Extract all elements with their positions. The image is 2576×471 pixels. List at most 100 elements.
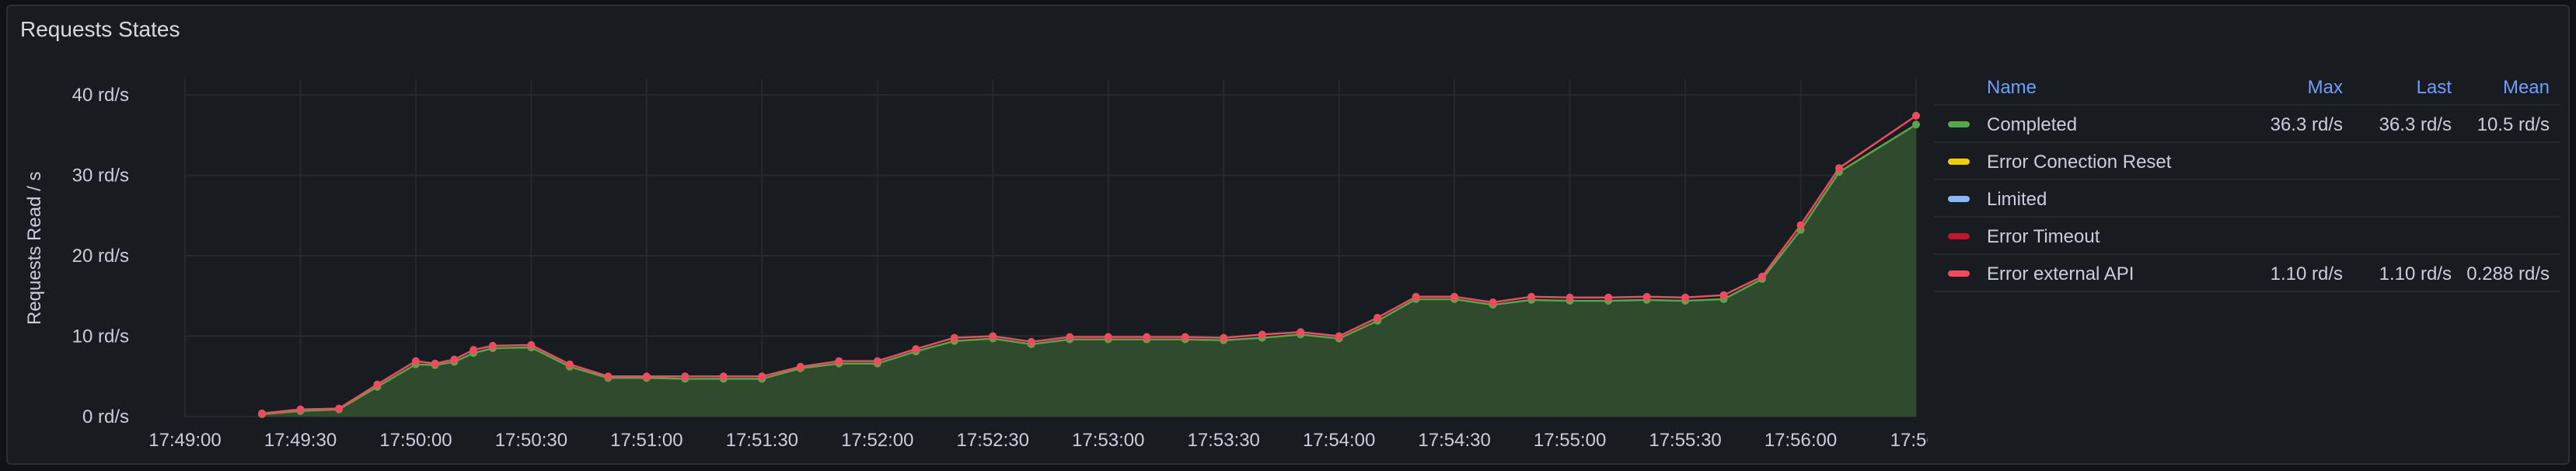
x-tick-label: 17:52:30 <box>957 430 1029 451</box>
legend-swatch-limited <box>1948 196 1970 202</box>
point-error-external-api <box>450 355 459 364</box>
point-error-external-api <box>1104 333 1112 341</box>
point-error-external-api <box>1220 333 1228 342</box>
point-error-external-api <box>989 332 997 340</box>
point-error-external-api <box>335 404 343 413</box>
time-series-chart[interactable]: 0 rd/s 10 rd/s 20 rd/s 30 rd/s 40 rd/s 17:49… <box>8 6 1928 466</box>
point-error-external-api <box>488 341 497 350</box>
x-tick-label: 17:49:30 <box>264 430 337 451</box>
series-points <box>258 111 1920 418</box>
point-error-external-api <box>469 346 478 354</box>
legend-header-last[interactable]: Last <box>2416 77 2452 98</box>
legend-row-error-conection-reset[interactable]: Error Conection Reset <box>1934 143 2560 180</box>
point-error-external-api <box>642 372 651 381</box>
legend-header-mean[interactable]: Mean <box>2502 77 2550 98</box>
point-error-external-api <box>1297 328 1305 337</box>
x-tick-label: 17:50:30 <box>495 430 567 451</box>
x-tick-label: 17:53:00 <box>1072 430 1144 451</box>
legend-table: Name Max Last Mean Completed 36.3 rd/s 3… <box>1934 68 2560 292</box>
completed-area <box>262 124 1916 417</box>
point-error-external-api <box>758 372 766 381</box>
legend-value-max: 1.10 rd/s <box>2270 263 2343 284</box>
x-tick-label: 17:55:00 <box>1534 430 1606 451</box>
x-tick-label: 17:51:30 <box>726 430 798 451</box>
point-error-external-api <box>296 405 305 413</box>
point-error-external-api <box>1796 221 1805 229</box>
legend-value-mean: 0.288 rd/s <box>2466 263 2550 284</box>
legend-series-name: Error external API <box>1987 263 2134 284</box>
legend-header-max[interactable]: Max <box>2307 77 2343 98</box>
point-error-external-api <box>1565 293 1574 302</box>
point-error-external-api <box>1912 111 1920 120</box>
legend-value-mean: 10.5 rd/s <box>2477 114 2550 135</box>
point-error-external-api <box>719 372 728 381</box>
legend-header-row: Name Max Last Mean <box>1934 68 2560 106</box>
legend-row-completed[interactable]: Completed 36.3 rd/s 36.3 rd/s 10.5 rd/s <box>1934 106 2560 143</box>
point-error-external-api <box>1604 293 1613 302</box>
area-completed <box>262 124 1916 417</box>
legend-row-limited[interactable]: Limited <box>1934 180 2560 218</box>
point-error-external-api <box>1835 164 1843 173</box>
y-tick-label: 20 rd/s <box>72 246 129 267</box>
point-error-external-api <box>1719 291 1728 299</box>
point-error-external-api <box>681 372 689 381</box>
point-error-external-api <box>950 333 958 342</box>
x-tick-label: 17:52:00 <box>841 430 913 451</box>
panel-title[interactable]: Requests States <box>20 17 180 41</box>
point-error-external-api <box>796 362 805 371</box>
point-error-external-api <box>1027 337 1035 346</box>
legend-row-error-external-api[interactable]: Error external API 1.10 rd/s 1.10 rd/s 0… <box>1934 255 2560 292</box>
y-tick-label: 0 rd/s <box>82 406 129 427</box>
point-error-external-api <box>835 357 843 365</box>
point-error-external-api <box>1258 330 1266 339</box>
x-tick-label: 17:56: <box>1890 430 1928 451</box>
point-error-external-api <box>873 357 881 365</box>
legend-series-name: Error Conection Reset <box>1987 152 2172 173</box>
point-error-external-api <box>527 340 536 349</box>
legend-header-name[interactable]: Name <box>1987 77 2037 98</box>
x-tick-label: 17:54:00 <box>1303 430 1375 451</box>
x-tick-label: 17:54:30 <box>1418 430 1490 451</box>
x-tick-label: 17:50:00 <box>379 430 452 451</box>
point-error-external-api <box>1412 292 1420 301</box>
legend-series-name: Limited <box>1987 189 2047 210</box>
point-error-external-api <box>1066 333 1074 341</box>
legend-value-max: 36.3 rd/s <box>2270 114 2343 135</box>
legend-series-name: Error Timeout <box>1987 226 2100 247</box>
y-tick-label: 30 rd/s <box>72 166 129 187</box>
point-error-external-api <box>1489 298 1497 306</box>
point-error-external-api <box>1374 313 1382 322</box>
point-error-external-api <box>431 359 439 368</box>
requests-states-panel: Requests States 0 rd/s 10 rd/s 20 rd/s 30 r… <box>6 5 2570 465</box>
legend-series-name: Completed <box>1987 114 2078 135</box>
point-error-external-api <box>1758 272 1766 281</box>
point-error-external-api <box>1450 292 1459 301</box>
point-error-external-api <box>1335 332 1343 340</box>
x-tick-label: 17:49:00 <box>148 430 221 451</box>
legend-value-last: 36.3 rd/s <box>2379 114 2452 135</box>
legend-swatch-error-conection-reset <box>1948 159 1970 165</box>
y-tick-label: 40 rd/s <box>72 85 129 106</box>
y-tick-label: 10 rd/s <box>72 326 129 347</box>
point-error-external-api <box>604 372 613 381</box>
x-tick-label: 17:56:00 <box>1764 430 1837 451</box>
x-axis-ticks: 17:49:00 17:49:30 17:50:00 17:50:30 17:51:00… <box>148 430 1928 451</box>
point-error-external-api <box>1181 333 1189 341</box>
legend-swatch-error-timeout <box>1948 233 1970 239</box>
y-axis-label: Requests Read / s <box>24 172 45 325</box>
point-error-external-api <box>411 357 420 365</box>
legend-value-last: 1.10 rd/s <box>2379 263 2452 284</box>
point-error-external-api <box>1642 292 1651 301</box>
point-error-external-api <box>565 360 574 368</box>
x-tick-label: 17:53:30 <box>1187 430 1259 451</box>
point-error-external-api <box>1681 293 1690 302</box>
point-error-external-api <box>373 380 382 389</box>
legend-swatch-completed <box>1948 121 1970 127</box>
y-axis-ticks: 0 rd/s 10 rd/s 20 rd/s 30 rd/s 40 rd/s <box>72 85 129 427</box>
point-error-external-api <box>258 409 266 417</box>
point-error-external-api <box>912 345 920 354</box>
x-tick-label: 17:55:30 <box>1649 430 1721 451</box>
legend-row-error-timeout[interactable]: Error Timeout <box>1934 218 2560 255</box>
point-error-external-api <box>1527 292 1536 301</box>
legend-swatch-error-external-api <box>1948 270 1970 277</box>
